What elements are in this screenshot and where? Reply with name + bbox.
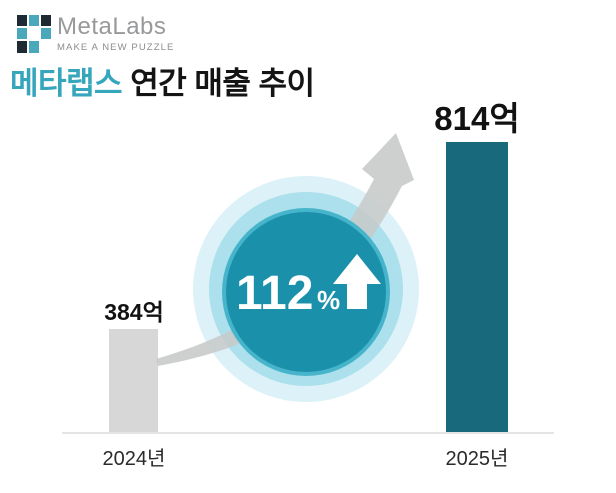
logo: MetaLabs MAKE A NEW PUZZLE	[17, 14, 174, 53]
puzzle-square	[41, 27, 51, 40]
puzzle-square	[17, 41, 27, 53]
puzzle-square	[17, 14, 27, 26]
page-title: 메타랩스 연간 매출 추이	[10, 58, 315, 103]
badge-circle	[226, 212, 386, 372]
x-label-2024: 2024년	[102, 448, 166, 470]
puzzle-square	[29, 14, 39, 26]
logo-name: MetaLabs	[57, 13, 167, 40]
badge-percent-sign: %	[317, 285, 340, 315]
value-label-2024: 384억	[104, 299, 164, 325]
bar-2024	[109, 329, 158, 432]
bar-2025	[446, 142, 508, 432]
puzzle-square	[41, 14, 51, 26]
up-arrow-icon	[333, 254, 381, 309]
x-label-2025: 2025년	[445, 448, 509, 470]
title-rest: 연간 매출 추이	[122, 66, 315, 101]
title-highlight: 메타랩스	[10, 66, 123, 101]
puzzle-square	[17, 27, 27, 40]
puzzle-logo-icon	[17, 14, 51, 53]
puzzle-square	[29, 41, 39, 53]
badge-percent-value: 112	[236, 267, 313, 320]
x-axis-line	[62, 432, 554, 434]
logo-tagline: MAKE A NEW PUZZLE	[57, 42, 175, 54]
value-label-2025: 814억	[434, 100, 520, 137]
